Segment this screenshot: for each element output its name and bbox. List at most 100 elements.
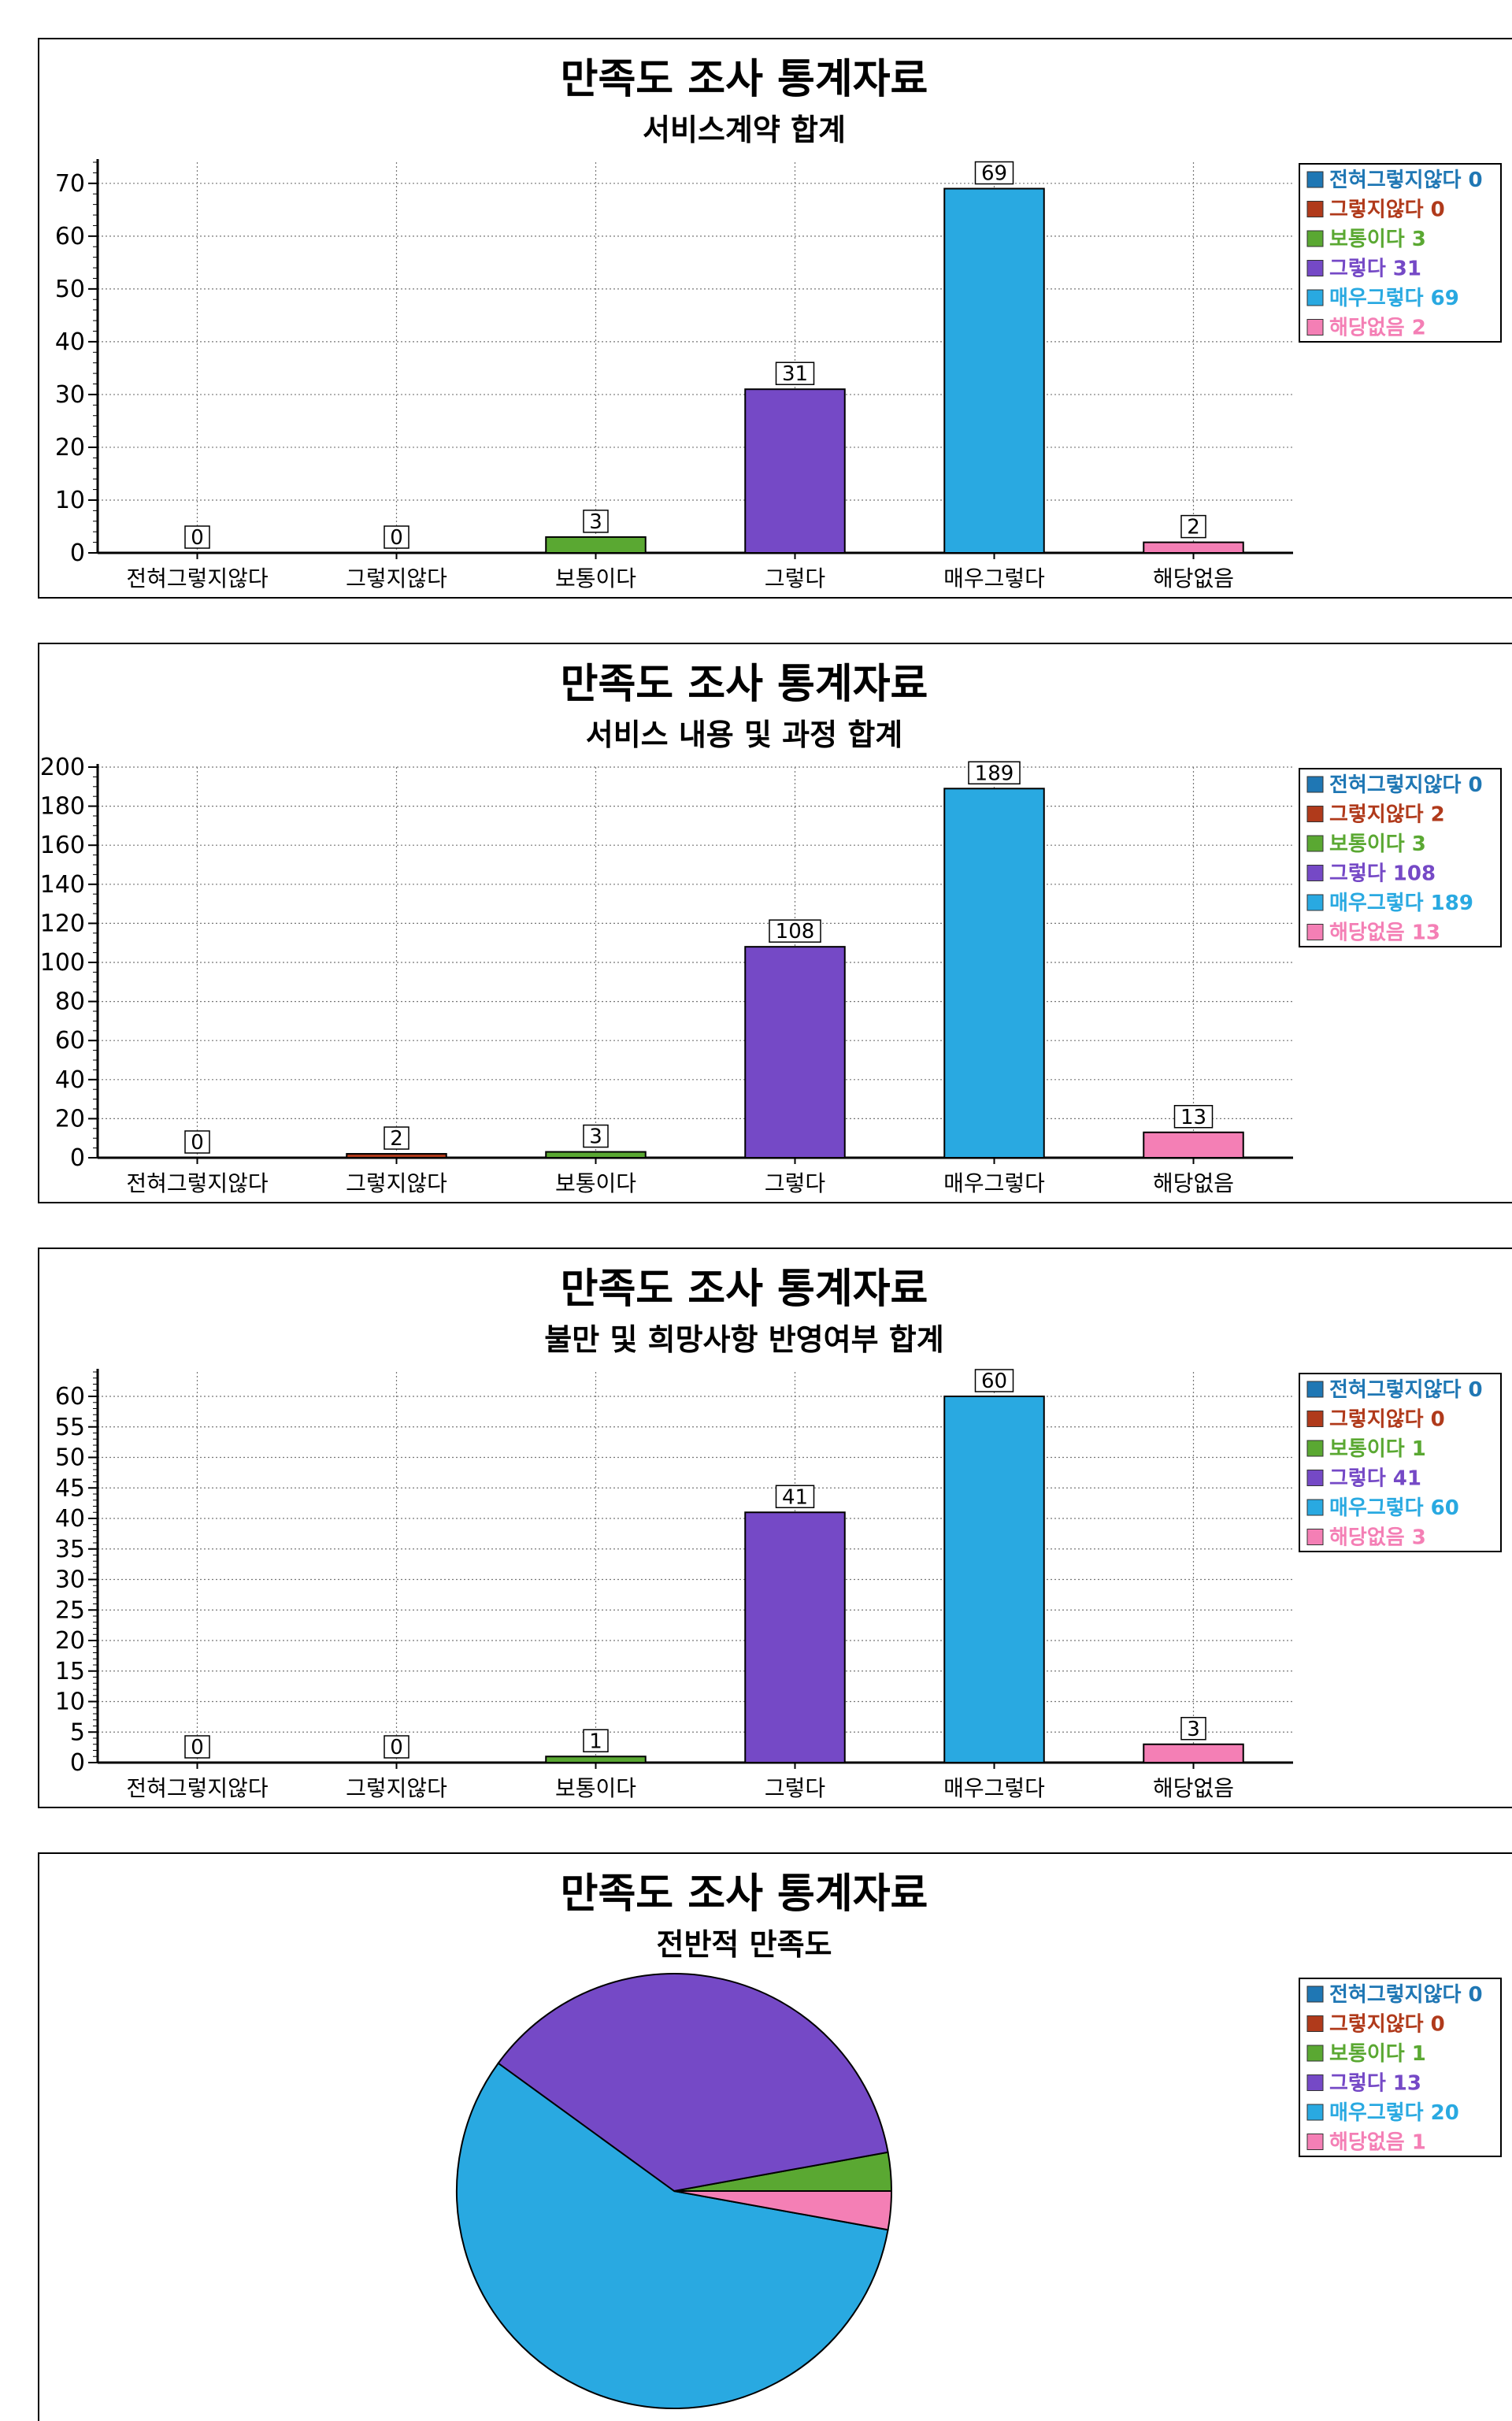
data-label-box xyxy=(384,525,410,549)
legend-swatch xyxy=(1306,2104,1324,2121)
legend-box xyxy=(1299,1373,1502,1552)
bar-4 xyxy=(744,388,846,554)
chart-subtitle: 불만 및 희망사항 반영여부 합계 xyxy=(544,1322,943,1357)
x-category-label: 매우그렇다 xyxy=(943,565,1045,591)
x-category-label: 그렇다 xyxy=(765,1775,825,1801)
bar-chart-panel-complaints: 만족도 조사 통계자료 불만 및 희망사항 반영여부 합계 0 5 10 15 20 25 30… xyxy=(38,1248,1512,1808)
data-label: 2 xyxy=(1187,516,1200,539)
legend-swatch xyxy=(1306,171,1324,188)
pie-slice-4 xyxy=(497,1973,889,2193)
x-category-label: 해당없음 xyxy=(1153,1170,1234,1196)
y-tick-label: 40 xyxy=(55,328,85,356)
data-label-box xyxy=(1180,514,1206,539)
y-tick-label: 160 xyxy=(40,832,85,859)
y-tick-label: 20 xyxy=(55,434,85,462)
data-label-box xyxy=(974,1369,1014,1392)
legend-swatch xyxy=(1306,2074,1324,2091)
data-label: 3 xyxy=(589,1125,602,1149)
legend-entry: 매우그렇다 60 xyxy=(1329,1496,1459,1520)
data-label: 0 xyxy=(191,1131,204,1155)
data-label-box xyxy=(184,525,210,549)
legend-swatch xyxy=(1306,2045,1324,2062)
bar-5 xyxy=(943,187,1045,554)
x-category-label: 그렇지않다 xyxy=(346,1170,447,1196)
x-category-label: 해당없음 xyxy=(1153,1775,1234,1801)
y-tick-label: 180 xyxy=(40,793,85,821)
data-label-box xyxy=(384,1735,410,1759)
legend-entry: 매우그렇다 20 xyxy=(1329,2101,1459,2125)
legend-swatch xyxy=(1306,776,1324,793)
chart-title: 만족도 조사 통계자료 xyxy=(561,56,928,103)
legend-entry: 전혀그렇지않다 0 xyxy=(1329,1378,1483,1402)
legend-swatch xyxy=(1306,260,1324,276)
x-category-label: 전혀그렇지않다 xyxy=(126,1170,268,1196)
legend-swatch xyxy=(1306,289,1324,306)
legend-entry: 그렇지않다 0 xyxy=(1329,2013,1445,2037)
data-label-box xyxy=(583,1124,609,1148)
y-tick-label: 40 xyxy=(55,1505,85,1533)
legend-swatch xyxy=(1306,1381,1324,1398)
data-label: 41 xyxy=(782,1485,808,1509)
legend-swatch xyxy=(1306,835,1324,852)
y-tick-label: 10 xyxy=(55,1689,85,1716)
legend-box xyxy=(1299,1978,1502,2157)
data-label: 0 xyxy=(191,1736,204,1759)
data-label-box xyxy=(1180,1717,1206,1741)
x-category-label: 보통이다 xyxy=(555,1170,636,1196)
data-label-box xyxy=(775,1485,815,1508)
legend-box xyxy=(1299,163,1502,343)
legend-entry: 보통이다 1 xyxy=(1329,2042,1426,2066)
x-category-label: 그렇다 xyxy=(765,565,825,591)
y-tick-label: 140 xyxy=(40,871,85,899)
bar-4 xyxy=(744,1511,846,1763)
y-tick-label: 5 xyxy=(70,1718,85,1746)
y-tick-label: 70 xyxy=(55,170,85,198)
data-label-box xyxy=(583,510,609,533)
y-tick-label: 45 xyxy=(55,1474,85,1502)
y-tick-label: 50 xyxy=(55,1444,85,1472)
data-label-box xyxy=(974,161,1014,185)
data-label-box xyxy=(775,361,815,385)
legend-swatch xyxy=(1306,2134,1324,2150)
y-tick-label: 15 xyxy=(55,1658,85,1685)
data-label: 13 xyxy=(1180,1106,1206,1129)
x-category-label: 보통이다 xyxy=(555,565,636,591)
legend-entry: 그렇다 108 xyxy=(1329,862,1436,886)
bar-6 xyxy=(1143,541,1244,554)
data-label: 3 xyxy=(589,510,602,534)
data-label-box xyxy=(1173,1105,1214,1129)
x-category-label: 그렇지않다 xyxy=(346,1775,447,1801)
legend-swatch xyxy=(1306,894,1324,911)
x-category-label: 그렇지않다 xyxy=(346,565,447,591)
data-label-box xyxy=(384,1126,410,1150)
x-category-label: 매우그렇다 xyxy=(943,1775,1045,1801)
y-tick-label: 60 xyxy=(55,1383,85,1411)
chart-title: 만족도 조사 통계자료 xyxy=(561,1266,928,1313)
data-label-box xyxy=(769,919,821,943)
bar-3 xyxy=(545,1756,647,1763)
y-tick-label: 0 xyxy=(70,1144,85,1172)
legend-swatch xyxy=(1306,319,1324,336)
y-tick-label: 200 xyxy=(40,754,85,781)
legend-entry: 전혀그렇지않다 0 xyxy=(1329,773,1483,797)
legend-entry: 해당없음 1 xyxy=(1329,2131,1426,2155)
legend-swatch xyxy=(1306,806,1324,822)
data-label: 69 xyxy=(981,162,1007,186)
legend-entry: 해당없음 3 xyxy=(1329,1526,1426,1550)
data-label: 108 xyxy=(776,920,815,944)
data-label: 1 xyxy=(589,1730,602,1753)
y-tick-label: 40 xyxy=(55,1066,85,1094)
y-tick-label: 100 xyxy=(40,949,85,977)
chart-subtitle: 전반적 만족도 xyxy=(657,1927,832,1962)
x-category-label: 해당없음 xyxy=(1153,565,1234,591)
legend-entry: 그렇다 13 xyxy=(1329,2072,1421,2096)
y-tick-label: 60 xyxy=(55,223,85,250)
x-category-label: 전혀그렇지않다 xyxy=(126,1775,268,1801)
legend-entry: 전혀그렇지않다 0 xyxy=(1329,169,1483,192)
legend-swatch xyxy=(1306,1470,1324,1486)
legend-swatch xyxy=(1306,1411,1324,1427)
y-tick-label: 0 xyxy=(70,1749,85,1777)
